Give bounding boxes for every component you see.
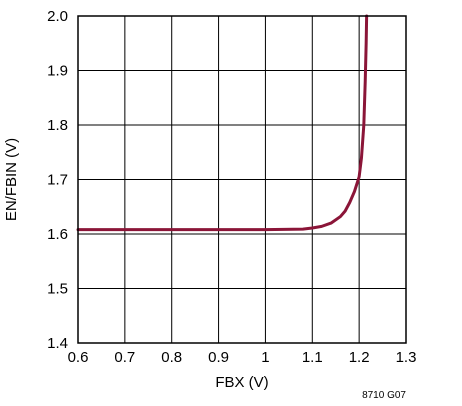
y-axis-label: EN/FBIN (V) [3,138,20,221]
x-tick-label: 0.7 [114,349,135,366]
x-tick-label: 0.8 [161,349,182,366]
x-tick-label: 1.2 [349,349,370,366]
y-tick-label: 1.7 [47,172,68,189]
x-tick-label: 0.9 [208,349,229,366]
y-tick-labels: 1.4 1.5 1.6 1.7 1.8 1.9 2.0 [47,8,68,352]
figure-id: 8710 G07 [362,390,406,401]
x-tick-label: 1.3 [396,349,417,366]
y-tick-label: 1.9 [47,63,68,80]
y-tick-label: 1.4 [47,335,68,352]
y-tick-label: 1.5 [47,281,68,298]
y-tick-label: 2.0 [47,8,68,25]
plot-frame [77,15,407,344]
series-line [76,14,369,232]
x-tick-label: 0.6 [68,349,89,366]
x-axis-label: FBX (V) [215,374,268,391]
x-tick-labels: 0.6 0.7 0.8 0.9 1 1.1 1.2 1.3 [68,349,417,366]
series-layer [76,14,369,232]
x-tick-label: 1.1 [302,349,323,366]
y-tick-label: 1.8 [47,117,68,134]
y-tick-label: 1.6 [47,226,68,243]
x-tick-label: 1 [261,349,269,366]
